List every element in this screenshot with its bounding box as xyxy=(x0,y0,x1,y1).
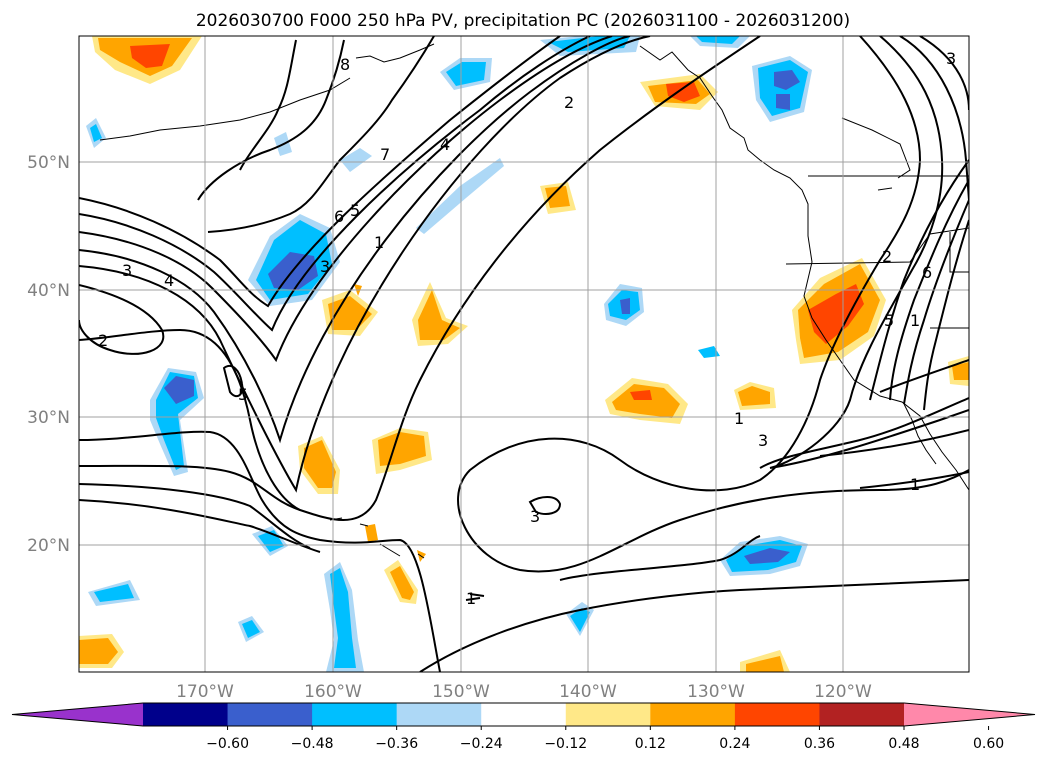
lon-label-160w: 160°W xyxy=(304,682,362,702)
lat-label-40n: 40°N xyxy=(27,281,70,301)
precip-positive-area xyxy=(545,186,570,208)
lat-label-20n: 20°N xyxy=(27,536,70,556)
colorbar-segment xyxy=(819,703,905,726)
contour-label: 5 xyxy=(350,201,360,220)
latitude-labels: 50°N 40°N 30°N 20°N xyxy=(27,153,70,556)
precip-negative-area xyxy=(416,158,504,234)
contour-label: 1 xyxy=(910,311,920,330)
colorbar-tick-label: −0.24 xyxy=(460,736,503,752)
contour-label: 4 xyxy=(440,135,450,154)
precip-negative-area xyxy=(620,298,630,314)
contour-label: 5 xyxy=(884,311,894,330)
contour-label: 3 xyxy=(530,507,540,526)
contour-label: 8 xyxy=(340,55,350,74)
precip-positive-area xyxy=(304,440,336,488)
colorbar-segment xyxy=(312,703,398,726)
map-panel: 8 7 4 2 6 5 1 3 3 4 2 5 1 3 1 3 1 2 6 5 xyxy=(27,35,970,702)
contour-label: 1 xyxy=(734,409,744,428)
lat-label-30n: 30°N xyxy=(27,408,70,428)
precip-negative-area xyxy=(330,568,356,668)
longitude-labels: 170°W 160°W 150°W 140°W 130°W 120°W xyxy=(176,682,872,702)
precip-negative-area xyxy=(744,548,790,564)
colorbar-segment xyxy=(481,703,567,726)
colorbar-tick-label: 0.12 xyxy=(635,736,666,752)
precip-negative-area xyxy=(340,148,372,172)
precip-positive-area xyxy=(746,656,784,672)
contour-label: 1 xyxy=(466,589,476,608)
lon-label-140w: 140°W xyxy=(559,682,617,702)
precip-negative-area xyxy=(164,376,194,404)
colorbar-segment xyxy=(143,703,229,726)
precip-positive-area xyxy=(390,566,414,600)
graticule xyxy=(79,36,969,672)
colorbar-outline xyxy=(11,702,1036,727)
colorbar-segment xyxy=(396,703,482,726)
contour-label: 2 xyxy=(98,331,108,350)
contour-label: 1 xyxy=(374,233,384,252)
precip-negative-area xyxy=(90,124,102,142)
precip-negative-area xyxy=(242,620,260,638)
contour-labels: 8 7 4 2 6 5 1 3 3 4 2 5 1 3 1 3 1 2 6 5 xyxy=(98,49,956,608)
precip-positive-area xyxy=(79,638,118,664)
colorbar-extend-low xyxy=(12,703,143,726)
map-title: 2026030700 F000 250 hPa PV, precipitatio… xyxy=(196,11,850,31)
lon-label-120w: 120°W xyxy=(814,682,872,702)
lat-label-50n: 50°N xyxy=(27,153,70,173)
map-frame xyxy=(78,35,970,673)
precip-positive-area xyxy=(666,82,700,102)
precip-positive-area xyxy=(612,384,680,418)
precip-negative-area xyxy=(698,346,720,358)
precip-negative-area xyxy=(570,608,590,632)
pv-contours xyxy=(79,36,969,672)
precip-positive-area xyxy=(952,362,969,380)
colorbar-tick-label: 0.36 xyxy=(804,736,835,752)
contour-label: 2 xyxy=(882,247,892,266)
contour-label: 6 xyxy=(922,263,932,282)
precip-negative-area xyxy=(446,62,486,86)
contour-label: 2 xyxy=(564,93,574,112)
colorbar-segment xyxy=(565,703,651,726)
lon-label-130w: 130°W xyxy=(687,682,745,702)
precip-negative-area xyxy=(94,584,134,602)
lon-label-150w: 150°W xyxy=(432,682,490,702)
colorbar-segment xyxy=(734,703,820,726)
contour-label: 7 xyxy=(380,145,390,164)
precip-positive-area xyxy=(630,390,652,400)
colorbar-tick-label: 0.48 xyxy=(888,736,919,752)
precip-negative-area xyxy=(774,70,800,110)
precip-positive-area xyxy=(738,386,770,406)
precip-anomaly-shading xyxy=(79,36,969,672)
colorbar-segment xyxy=(227,703,313,726)
colorbar-tick-label: 0.24 xyxy=(719,736,750,752)
precip-positive-area xyxy=(808,284,864,344)
precip-negative-area xyxy=(696,36,740,44)
colorbar: −0.60 −0.48 −0.36 −0.24 −0.12 0.12 0.24 0.36 0.4… xyxy=(11,702,1036,752)
colorbar-tick-label: −0.36 xyxy=(375,736,418,752)
contour-label: 1 xyxy=(910,475,920,494)
contour-label: 3 xyxy=(946,49,956,68)
contour-label: 5 xyxy=(238,385,248,404)
precip-positive-area xyxy=(130,44,170,68)
contour-label: 3 xyxy=(320,257,330,276)
contour-label: 3 xyxy=(122,261,132,280)
colorbar-tick-label: −0.48 xyxy=(291,736,334,752)
colorbar-tick-label: −0.60 xyxy=(206,736,249,752)
precip-negative-area xyxy=(258,530,284,552)
colorbar-segment xyxy=(650,703,736,726)
colorbar-tick-label: 0.60 xyxy=(973,736,1004,752)
precip-positive-area xyxy=(365,524,378,542)
colorbar-tick-label: −0.12 xyxy=(544,736,587,752)
contour-label: 3 xyxy=(758,431,768,450)
lon-label-170w: 170°W xyxy=(176,682,234,702)
contour-label: 6 xyxy=(334,207,344,226)
contour-label: 4 xyxy=(164,271,174,290)
colorbar-extend-high xyxy=(904,703,1035,726)
